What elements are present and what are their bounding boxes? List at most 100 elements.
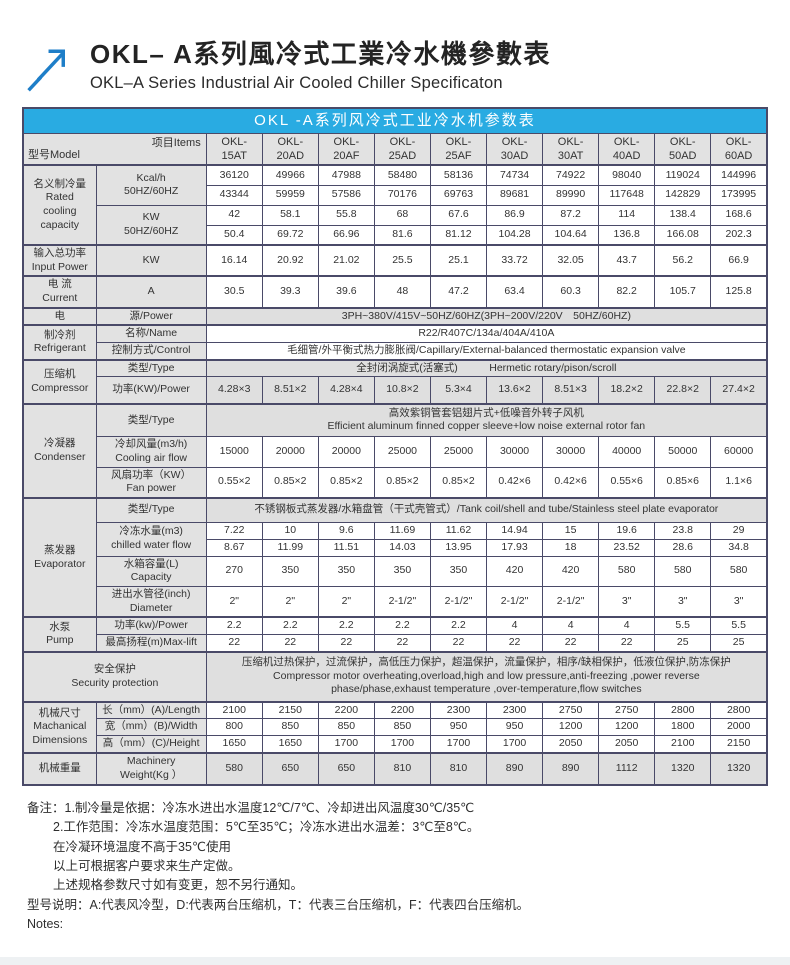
value-cell: 2800	[654, 700, 712, 720]
row-group-label: 蒸发器 Evaporator	[22, 496, 97, 618]
value-cell: 890	[542, 751, 600, 786]
page-header: OKL– A系列風冷式工業冷水機參數表 OKL–A Series Industr…	[26, 34, 790, 94]
value-cell: 22.8×2	[654, 376, 712, 405]
row-group-label: 安全保护 Security protection	[22, 650, 207, 703]
value-cell: 138.4	[654, 204, 712, 226]
value-cell: 23.52	[598, 538, 656, 557]
value-cell: 60.3	[542, 275, 600, 309]
value-cell: 10	[261, 521, 319, 540]
value-cell: 10.8×2	[373, 376, 431, 405]
value-cell: 59959	[261, 184, 319, 206]
value-cell: 39.3	[261, 275, 319, 309]
table-row: 冷冻水量(m3) chilled water flow 7.22 10 9.6 11.6…	[23, 521, 768, 557]
value-cell: 32.05	[542, 244, 600, 277]
value-cell: 74922	[542, 164, 600, 186]
value-cell: 58480	[373, 164, 431, 186]
merged-value-cell: 全封闭涡旋式(活塞式) Hermetic rotary/pison/scroll	[205, 358, 768, 378]
row-item-label: 最高扬程(m)Max-lift	[95, 633, 207, 653]
value-cell: 1700	[317, 735, 375, 754]
value-cell: 650	[317, 751, 375, 786]
value-cell: 13.6×2	[486, 376, 544, 405]
value-cell: 2750	[542, 700, 600, 720]
row-item-label: 控制方式/Control	[95, 341, 207, 361]
value-cell: 18.2×2	[598, 376, 656, 405]
row-item-label: 风扇功率（KW） Fan power	[95, 466, 207, 499]
value-cell: 50.4	[205, 224, 263, 246]
value-cell: 0.85×2	[429, 466, 488, 499]
value-cell: 29	[710, 521, 768, 540]
value-cell: 2-1/2"	[373, 585, 431, 618]
row-group-label: 压缩机 Compressor	[22, 358, 97, 405]
value-cell: 18	[542, 538, 600, 557]
value-cell: 56.2	[654, 244, 712, 277]
value-cell: 0.42×6	[486, 466, 544, 499]
value-cell: 23.8	[654, 521, 712, 540]
value-cell: 1800	[654, 718, 712, 737]
value-cell: 3"	[710, 585, 768, 618]
value-cell: 420	[542, 555, 600, 587]
value-cell: 2800	[710, 700, 768, 720]
value-cell: 2-1/2"	[486, 585, 544, 618]
corner-header-cell: 型号Model 项目Items	[22, 132, 207, 166]
value-cell: 3"	[654, 585, 712, 618]
value-cell: 350	[261, 555, 319, 587]
value-cell: 2000	[710, 718, 768, 737]
row-item-label: 功率(kw)/Power	[95, 616, 207, 635]
value-cell: 580	[710, 555, 768, 587]
table-row: 水箱容量(L) Capacity 270 350 350 350 350 420 420 580…	[23, 555, 768, 587]
value-cell: 2050	[542, 735, 600, 754]
row-item-label: 冷却风量(m3/h) Cooling air flow	[95, 436, 207, 468]
value-cell: 60000	[710, 436, 768, 468]
value-cell: 0.85×2	[373, 466, 431, 499]
row-item-label: 源/Power	[95, 306, 207, 326]
value-cell: 19.6	[598, 521, 656, 540]
value-cell: 16.14	[205, 244, 263, 277]
table-row: 进出水管径(inch) Diameter 2" 2" 2" 2-1/2" 2-1/2" 2-…	[23, 585, 768, 618]
value-cell: 50000	[654, 436, 712, 468]
page-title-en: OKL–A Series Industrial Air Cooled Chill…	[90, 74, 503, 92]
row-group-label: 水泵 Pump	[22, 616, 97, 653]
value-cell: 30000	[542, 436, 600, 468]
value-cell: 25.5	[373, 244, 431, 277]
value-cell: 5.5	[654, 616, 712, 635]
row-item-label: 长（mm）(A)/Length	[95, 700, 207, 720]
value-cell: 2.2	[205, 616, 263, 635]
value-cell: 8.51×2	[261, 376, 319, 405]
value-cell: 2.2	[373, 616, 431, 635]
row-group-label: 输入总功率 Input Power	[22, 244, 97, 277]
value-cell: 5.3×4	[429, 376, 488, 405]
value-cell: 4	[598, 616, 656, 635]
value-cell: 2150	[261, 700, 319, 720]
value-cell: 20000	[317, 436, 375, 468]
row-item-label: KW 50HZ/60HZ	[95, 204, 207, 246]
value-cell: 1200	[598, 718, 656, 737]
value-cell: 2100	[654, 735, 712, 754]
value-cell: 1.1×6	[710, 466, 768, 499]
row-group-label: 冷凝器 Condenser	[22, 402, 97, 499]
model-header-cell: OKL- 40AD	[598, 132, 656, 166]
value-cell: 69763	[429, 184, 488, 206]
value-cell: 89990	[542, 184, 600, 206]
value-cell: 22	[598, 633, 656, 653]
model-header-cell: OKL- 25AF	[429, 132, 488, 166]
table-row: 安全保护 Security protection 压缩机过热保护，过流保护，高低压…	[22, 650, 768, 703]
row-group-label: 机械尺寸 Machanical Dimensions	[22, 700, 97, 754]
value-cell: 25.1	[429, 244, 488, 277]
value-cell: 58.1	[261, 204, 319, 226]
value-cell: 4	[486, 616, 544, 635]
model-header-cell: OKL- 15AT	[205, 132, 263, 166]
row-group-label: 电	[22, 306, 97, 326]
value-cell: 40000	[598, 436, 656, 468]
table-row: 50.4 69.72 66.96 81.6 81.12 104.28 104.64 136.8…	[23, 224, 768, 246]
value-cell: 270	[205, 555, 263, 587]
value-cell: 1320	[710, 751, 768, 786]
table-row: 冷凝器 Condenser 类型/Type 高效紫铜管套铝翅片式+低噪音外转子风机 …	[22, 402, 768, 499]
value-cell: 22	[317, 633, 375, 653]
value-cell: 82.2	[598, 275, 656, 309]
value-cell: 104.64	[542, 224, 600, 246]
model-header-cell: OKL- 30AD	[486, 132, 544, 166]
value-cell: 0.85×2	[261, 466, 319, 499]
value-cell: 2200	[317, 700, 375, 720]
value-cell: 22	[205, 633, 263, 653]
value-cell: 9.6	[317, 521, 375, 540]
